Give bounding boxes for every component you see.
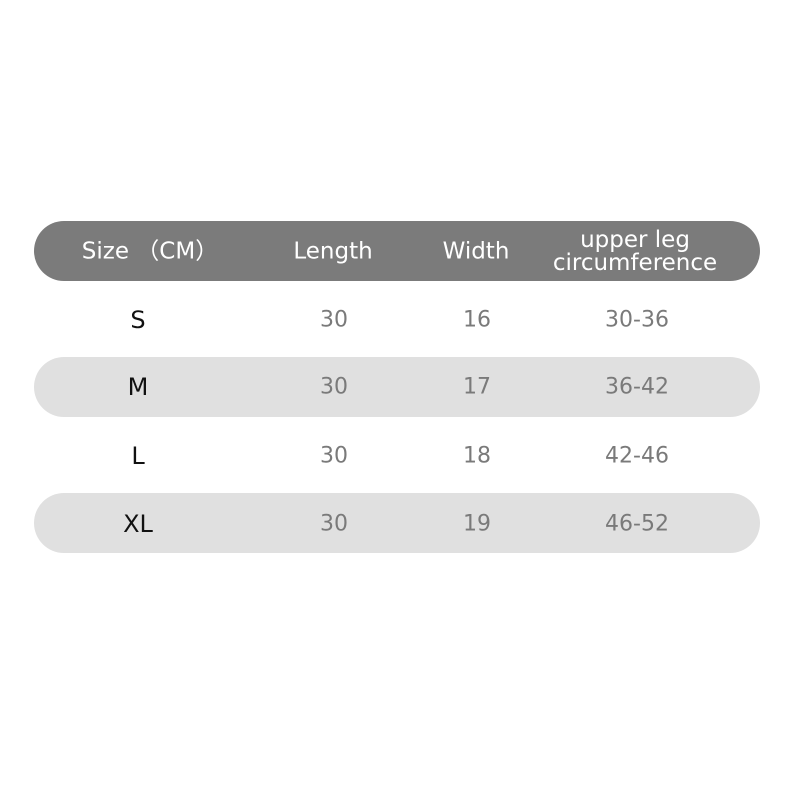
row-stripe-m bbox=[34, 357, 760, 417]
cell-circumference: 46-52 bbox=[605, 511, 669, 537]
cell-length: 30 bbox=[320, 511, 348, 537]
header-circumference: upper leg circumference bbox=[553, 229, 717, 275]
header-circumference-line1: upper leg bbox=[580, 227, 690, 253]
header-circumference-line2: circumference bbox=[552, 250, 718, 276]
cell-length: 30 bbox=[320, 307, 348, 333]
cell-length: 30 bbox=[320, 443, 348, 469]
cell-width: 16 bbox=[463, 307, 491, 333]
cell-length: 30 bbox=[320, 374, 348, 400]
cell-circumference: 36-42 bbox=[605, 374, 669, 400]
header-width: Width bbox=[442, 238, 510, 265]
cell-circumference: 30-36 bbox=[605, 307, 669, 333]
cell-width: 19 bbox=[463, 511, 491, 537]
cell-size: S bbox=[130, 306, 146, 334]
row-stripe-xl bbox=[34, 493, 760, 553]
table-header bbox=[34, 221, 760, 281]
cell-circumference: 42-46 bbox=[605, 443, 669, 469]
cell-size: XL bbox=[123, 510, 153, 538]
cell-width: 17 bbox=[463, 374, 491, 400]
cell-width: 18 bbox=[463, 443, 491, 469]
cell-size: M bbox=[127, 373, 149, 401]
header-length: Length bbox=[293, 238, 373, 265]
cell-size: L bbox=[131, 442, 145, 470]
header-size: Size （CM） bbox=[81, 238, 219, 265]
